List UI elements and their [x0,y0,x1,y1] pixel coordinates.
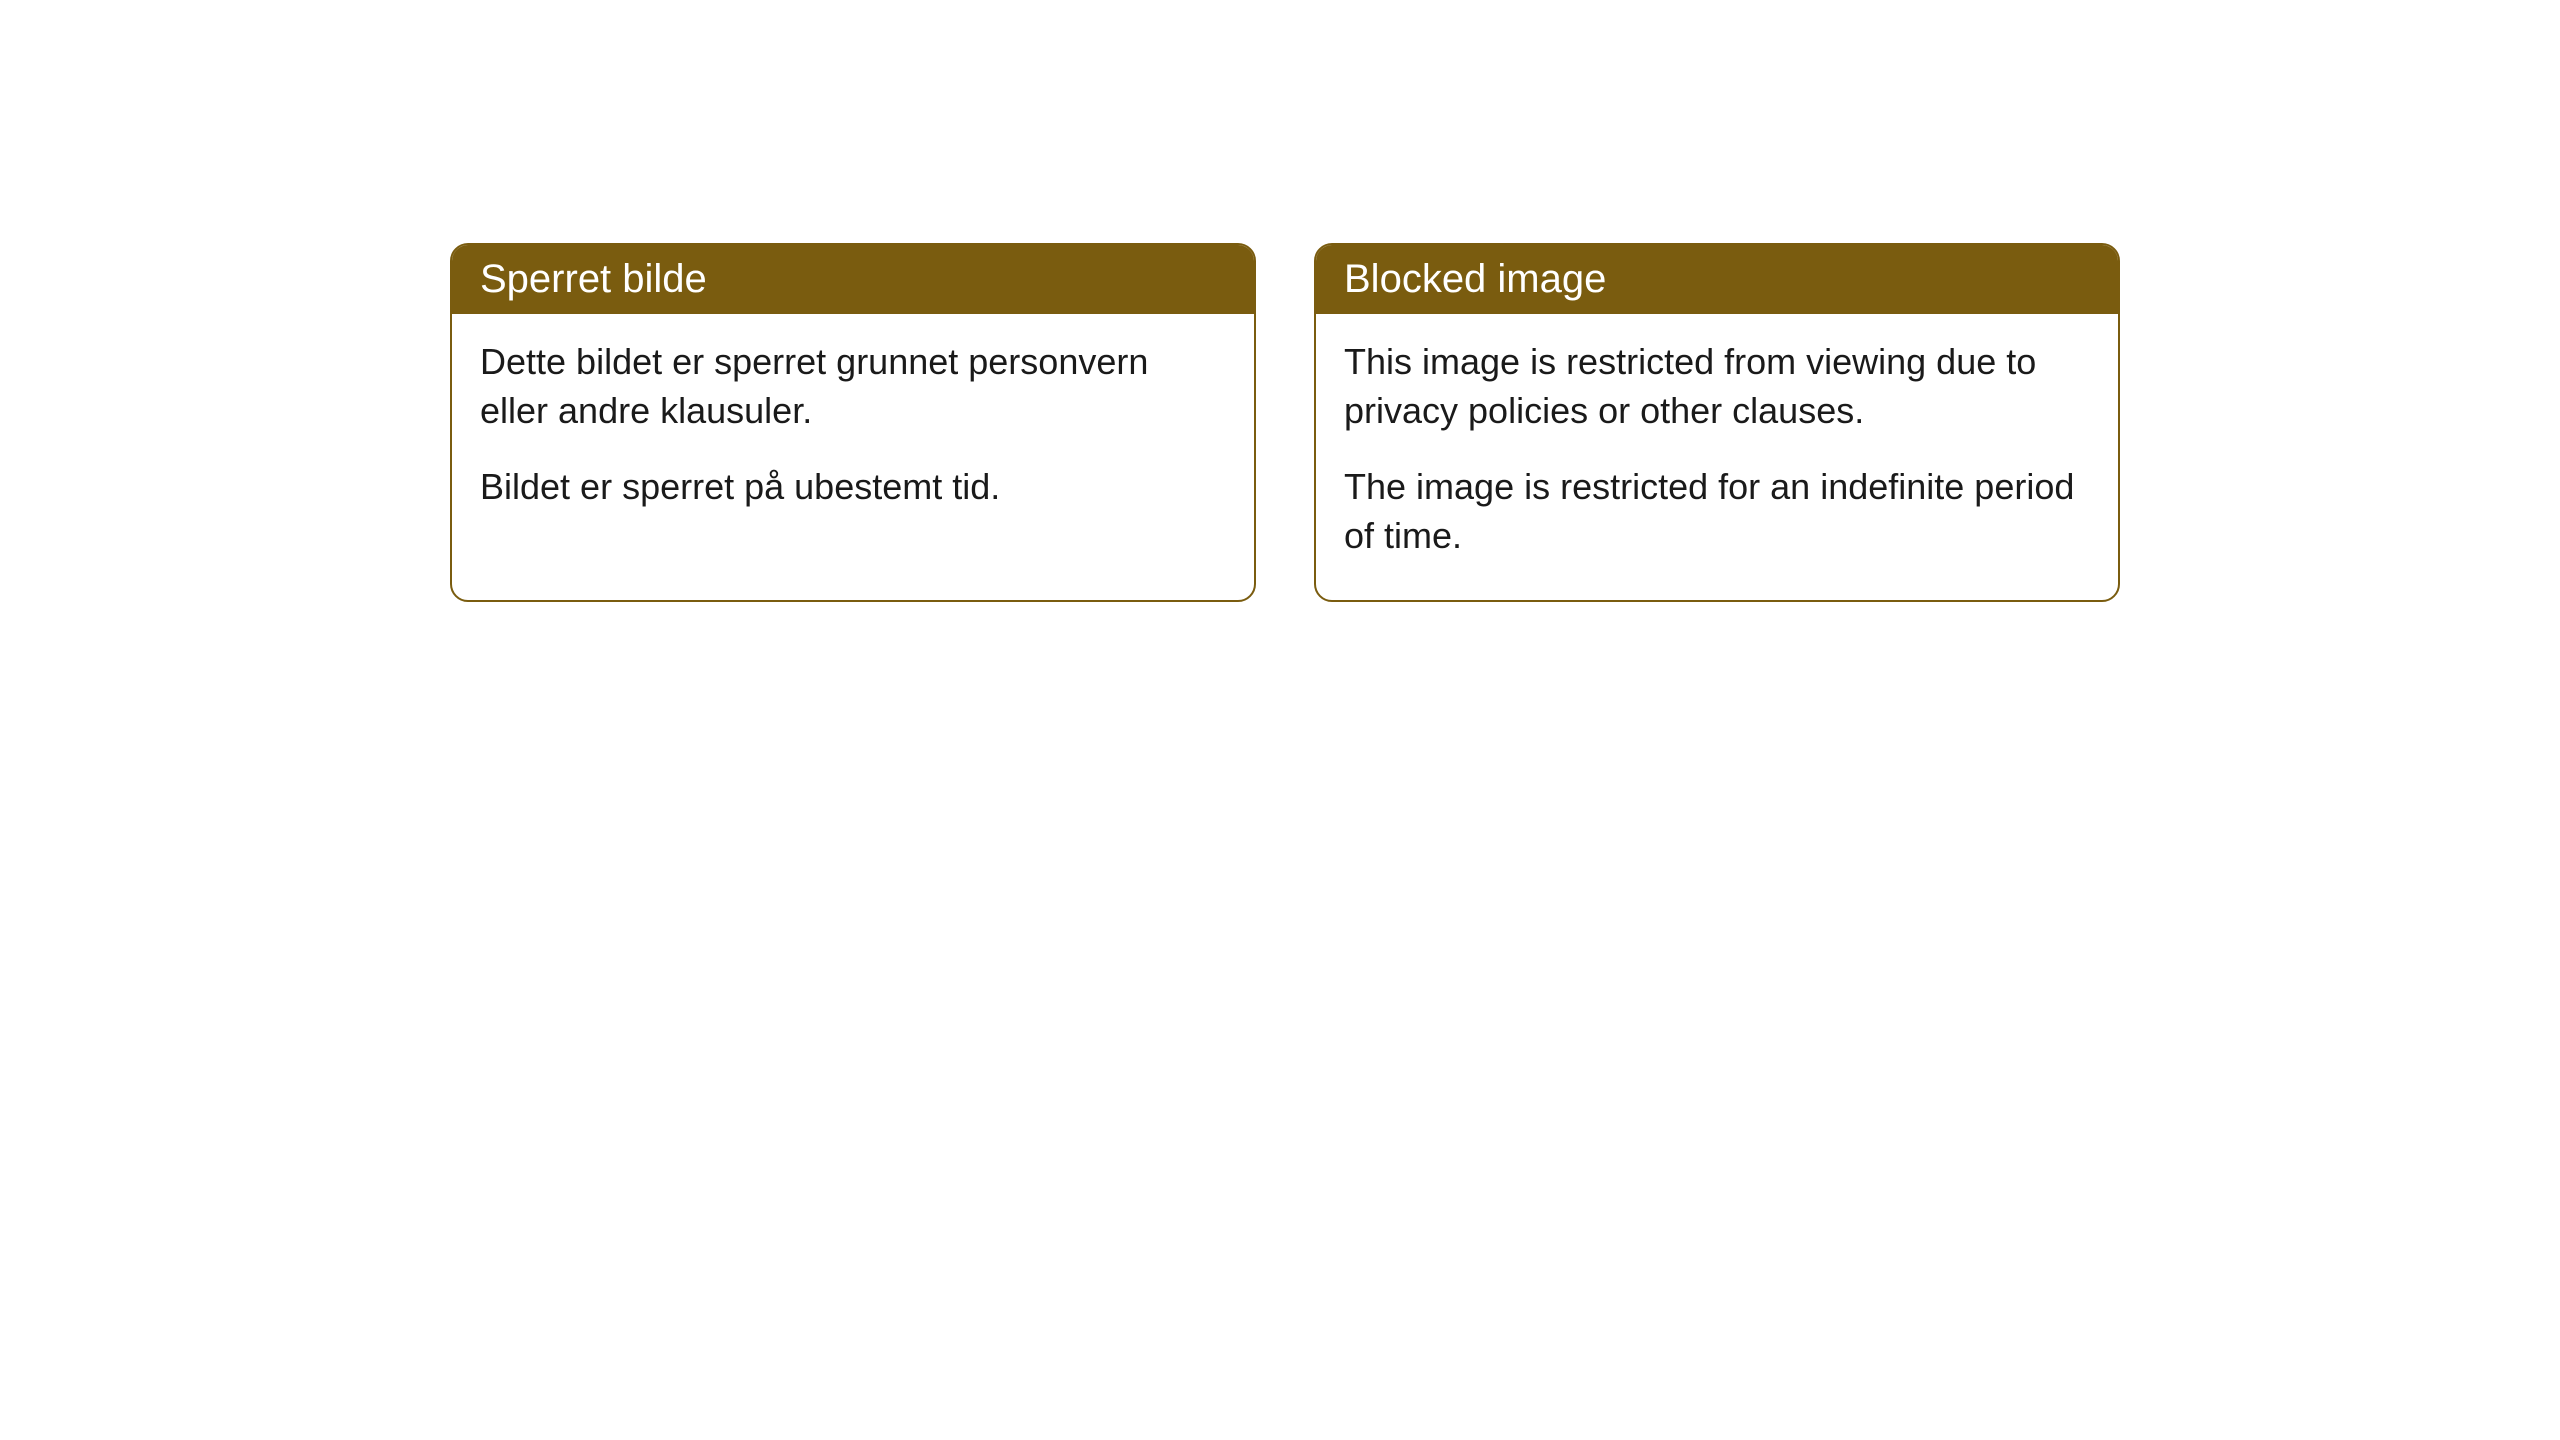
card-paragraph-2: The image is restricted for an indefinit… [1344,463,2090,560]
card-title: Sperret bilde [480,257,707,301]
notice-card-norwegian: Sperret bilde Dette bildet er sperret gr… [450,243,1256,602]
card-paragraph-1: This image is restricted from viewing du… [1344,338,2090,435]
card-title: Blocked image [1344,257,1606,301]
notice-card-english: Blocked image This image is restricted f… [1314,243,2120,602]
card-header: Sperret bilde [452,245,1254,314]
card-header: Blocked image [1316,245,2118,314]
card-paragraph-1: Dette bildet er sperret grunnet personve… [480,338,1226,435]
card-body: This image is restricted from viewing du… [1316,314,2118,600]
card-body: Dette bildet er sperret grunnet personve… [452,314,1254,552]
notice-cards-container: Sperret bilde Dette bildet er sperret gr… [450,243,2120,602]
card-paragraph-2: Bildet er sperret på ubestemt tid. [480,463,1226,512]
